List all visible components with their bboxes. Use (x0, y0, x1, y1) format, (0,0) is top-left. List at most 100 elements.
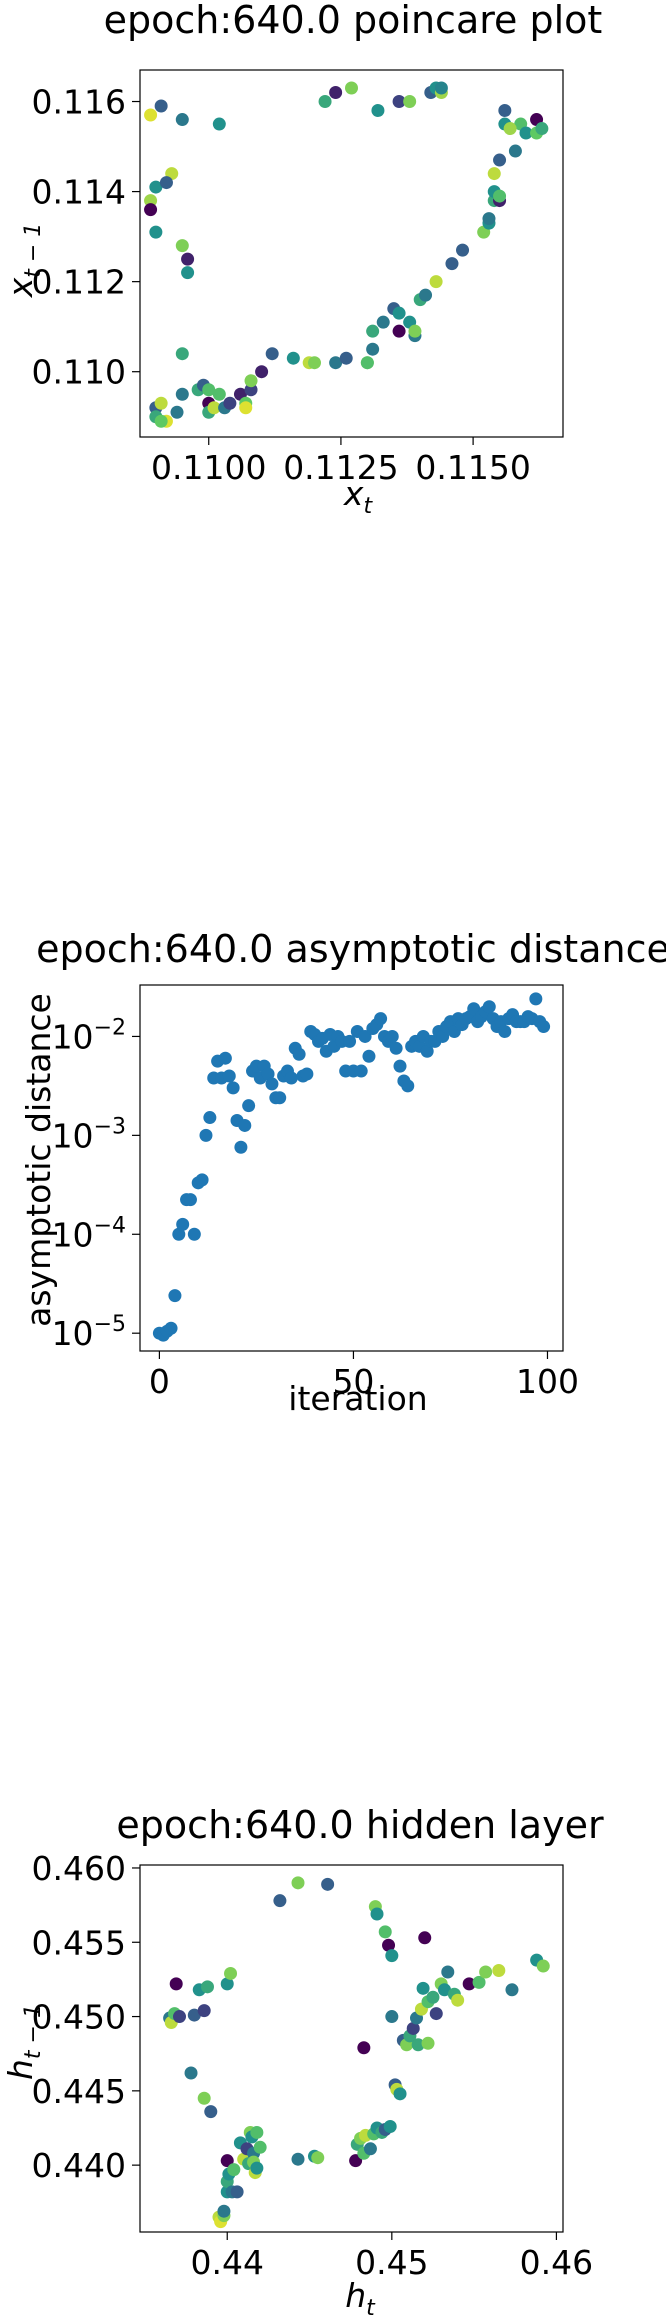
data-point (505, 1983, 519, 1997)
data-point (393, 1059, 407, 1073)
data-point (202, 383, 216, 397)
data-point (222, 1069, 236, 1083)
y-tick-label: 0.460 (32, 1849, 126, 1888)
data-point (374, 1012, 388, 1026)
data-point (418, 1931, 432, 1945)
data-point (220, 1977, 234, 1991)
data-point (357, 2041, 371, 2055)
data-point (184, 2066, 198, 2080)
data-point (199, 1128, 213, 1142)
chart-title: epoch:640.0 poincare plot (104, 0, 603, 42)
data-point (378, 1925, 392, 1939)
data-point (197, 2091, 211, 2105)
data-point (253, 2140, 267, 2154)
y-tick-label: 0.455 (32, 1923, 126, 1962)
data-point (329, 86, 343, 100)
data-point (226, 1081, 240, 1095)
data-point (363, 2142, 377, 2156)
data-point (169, 1977, 183, 1991)
data-point (498, 1024, 512, 1038)
x-axis-label: ht (345, 2276, 376, 2321)
plot-frame (139, 1864, 564, 2233)
data-point (508, 144, 522, 158)
data-point (244, 383, 258, 397)
data-point (537, 1020, 551, 1034)
x-tick-label: 0.45 (355, 2243, 428, 2282)
data-point (181, 252, 195, 266)
y-axis-ticks: 10−5 10−4 10−3 10−2 (52, 1015, 140, 1353)
y-axis-ticks: 0.110 0.112 0.114 0.116 (32, 83, 140, 392)
x-axis-ticks: 0 50 100 (149, 1351, 579, 1401)
data-point (154, 99, 168, 113)
data-point (144, 194, 158, 208)
data-point (343, 1034, 357, 1048)
x-tick-label: 50 (332, 1362, 374, 1401)
data-point (370, 1907, 384, 1921)
data-point (212, 117, 226, 131)
x-tick-label: 100 (516, 1362, 579, 1401)
data-point (492, 1963, 506, 1977)
data-point (212, 387, 226, 401)
x-axis-label: xt (343, 474, 374, 519)
data-point (203, 1111, 217, 1125)
data-point (200, 1980, 214, 1994)
data-point (385, 1949, 399, 1963)
data-point (421, 2036, 435, 2050)
data-point (175, 239, 189, 253)
data-point (273, 1091, 287, 1105)
data-point (242, 1099, 256, 1113)
data-point (239, 401, 253, 415)
x-axis-ticks: 0.44 0.45 0.46 (190, 2232, 593, 2282)
chart-asymptotic-distance: epoch:640.0 asymptotic distance 0 50 100 1… (19, 927, 666, 1418)
data-point (175, 347, 189, 361)
data-point (175, 387, 189, 401)
data-point (149, 180, 163, 194)
data-point (406, 2021, 420, 2035)
data-point (154, 396, 168, 410)
data-point (224, 1966, 238, 1980)
data-point (487, 167, 501, 181)
y-tick-label: 10−4 (52, 1213, 126, 1254)
data-points (152, 992, 551, 1342)
data-point (164, 1321, 178, 1335)
data-point (244, 374, 258, 388)
data-point (207, 401, 221, 415)
data-point (392, 324, 406, 338)
y-axis-label: xt − 1 (1, 223, 46, 299)
data-point (321, 1877, 335, 1891)
data-point (482, 212, 496, 226)
data-points (163, 1876, 550, 2229)
data-point (479, 1965, 493, 1979)
data-point (382, 1938, 396, 1952)
data-point (204, 2105, 218, 2119)
data-point (144, 108, 158, 122)
y-tick-label: 0.440 (32, 2146, 126, 2185)
data-point (154, 414, 168, 428)
y-tick-label: 0.112 (32, 263, 126, 302)
data-point (383, 2120, 397, 2134)
data-point (238, 1118, 252, 1132)
y-tick-label: 0.450 (32, 1998, 126, 2037)
data-point (273, 1894, 287, 1908)
data-point (175, 113, 189, 127)
data-point (376, 315, 390, 329)
data-point (362, 1049, 376, 1063)
data-point (434, 81, 448, 95)
data-point (441, 1965, 455, 1979)
data-point (255, 365, 269, 379)
data-point (429, 275, 443, 289)
y-tick-label: 10−2 (52, 1015, 126, 1056)
x-axis-ticks: 0.1100 0.1125 0.1150 (151, 437, 531, 487)
data-point (300, 1067, 314, 1081)
x-tick-label: 0.1150 (415, 448, 530, 487)
plot-frame (139, 69, 564, 438)
data-point (220, 2154, 234, 2168)
data-point (307, 356, 321, 370)
data-point (291, 2152, 305, 2166)
data-point (451, 1993, 465, 2007)
y-tick-label: 0.110 (32, 353, 126, 392)
data-point (493, 189, 507, 203)
data-point (437, 1983, 451, 1997)
chart-title: epoch:640.0 hidden layer (116, 1803, 604, 1847)
data-point (482, 1000, 496, 1014)
